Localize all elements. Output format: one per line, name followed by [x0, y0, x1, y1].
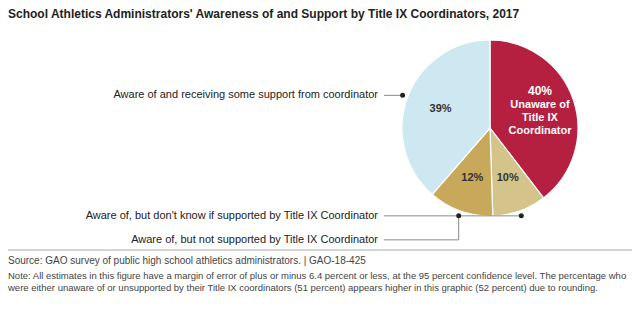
- pie-slice: [402, 40, 490, 194]
- note: Note: All estimates in this figure have …: [7, 270, 626, 293]
- leader-dot: [400, 93, 405, 98]
- data-label: 40%: [528, 84, 552, 98]
- leader-dot: [456, 213, 461, 218]
- leader-line: [384, 216, 459, 240]
- leader-line: [384, 95, 403, 96]
- slice-annotation: Aware of and receiving some support from…: [113, 88, 378, 100]
- slice-annotation: Aware of, but don't know if supported by…: [86, 209, 379, 221]
- separator: [8, 250, 632, 251]
- data-label: 12%: [461, 171, 483, 183]
- note-line: were either unaware of or unsupported by…: [7, 282, 598, 293]
- chart: School Athletics Administrators' Awarene…: [0, 0, 640, 328]
- label-line: Title IX: [522, 110, 559, 122]
- title: School Athletics Administrators' Awarene…: [8, 7, 520, 21]
- data-label: 39%: [430, 102, 452, 114]
- pie: [402, 40, 578, 216]
- pie-slice: [490, 40, 578, 198]
- label-line: Coordinator: [509, 123, 573, 135]
- leader-line: [384, 215, 521, 216]
- pie-slice: [490, 128, 543, 216]
- note-line: Note: All estimates in this figure have …: [8, 270, 626, 281]
- leader-dot: [519, 213, 524, 218]
- label-line: Unaware of: [510, 97, 570, 109]
- slice-category-label: Unaware ofTitle IXCoordinator: [509, 97, 573, 135]
- source: Source: GAO survey of public high school…: [8, 255, 366, 266]
- slice-annotation: Aware of, but not supported by Title IX …: [131, 233, 378, 245]
- data-label: 10%: [497, 171, 519, 183]
